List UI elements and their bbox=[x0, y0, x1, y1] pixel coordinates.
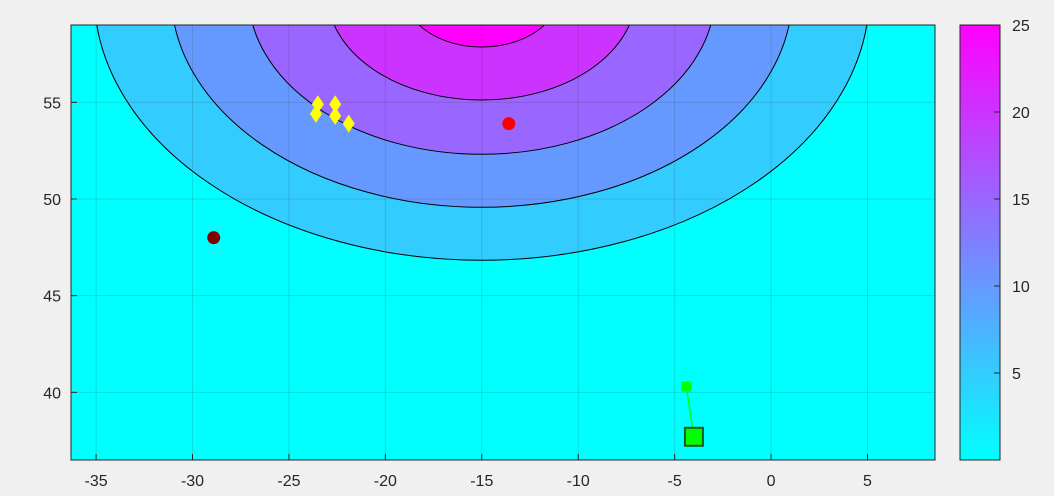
contour-level-25 bbox=[418, 25, 546, 48]
x-axis-ticks: -35 -30 -25 -20 -15 -10 -5 0 5 bbox=[85, 454, 872, 490]
yellow-diamond-marker bbox=[342, 114, 355, 133]
contour-fills bbox=[96, 25, 868, 261]
colorbar bbox=[959, 24, 1001, 461]
dark-red-dot-marker bbox=[207, 231, 221, 245]
green-track-end-marker bbox=[683, 426, 704, 447]
x-tick-label: -15 bbox=[470, 473, 493, 490]
x-tick-label: -25 bbox=[277, 473, 300, 490]
red-dot-marker bbox=[502, 117, 516, 131]
green-track-start-marker bbox=[681, 381, 692, 392]
y-tick-label: 55 bbox=[43, 95, 61, 112]
colorbar-ticks: 5 10 15 20 25 bbox=[994, 18, 1030, 383]
y-tick-label: 45 bbox=[43, 289, 61, 306]
data-markers bbox=[207, 95, 704, 447]
contour-level-20 bbox=[333, 25, 630, 101]
x-tick-label: -20 bbox=[374, 473, 397, 490]
colorbar-tick-label: 10 bbox=[1012, 279, 1030, 296]
x-tick-label: -5 bbox=[668, 473, 682, 490]
colorbar-tick-label: 15 bbox=[1012, 192, 1030, 209]
x-tick-label: -30 bbox=[181, 473, 204, 490]
y-axis-ticks: 40 45 50 55 bbox=[43, 95, 77, 402]
colorbar-tick-label: 20 bbox=[1012, 105, 1030, 122]
y-tick-label: 50 bbox=[43, 192, 61, 209]
x-tick-label: 0 bbox=[767, 473, 776, 490]
yellow-diamond-marker bbox=[329, 95, 342, 114]
plot-area-border bbox=[70, 24, 936, 461]
x-tick-label: -35 bbox=[85, 473, 108, 490]
grid-lines bbox=[71, 25, 935, 460]
colorbar-tick-label: 5 bbox=[1012, 366, 1021, 383]
yellow-diamond-marker bbox=[329, 106, 342, 125]
yellow-diamond-marker bbox=[309, 104, 322, 123]
y-tick-label: 40 bbox=[43, 385, 61, 402]
x-tick-label: 5 bbox=[863, 473, 872, 490]
x-tick-label: -10 bbox=[567, 473, 590, 490]
colorbar-tick-label: 25 bbox=[1012, 18, 1030, 35]
